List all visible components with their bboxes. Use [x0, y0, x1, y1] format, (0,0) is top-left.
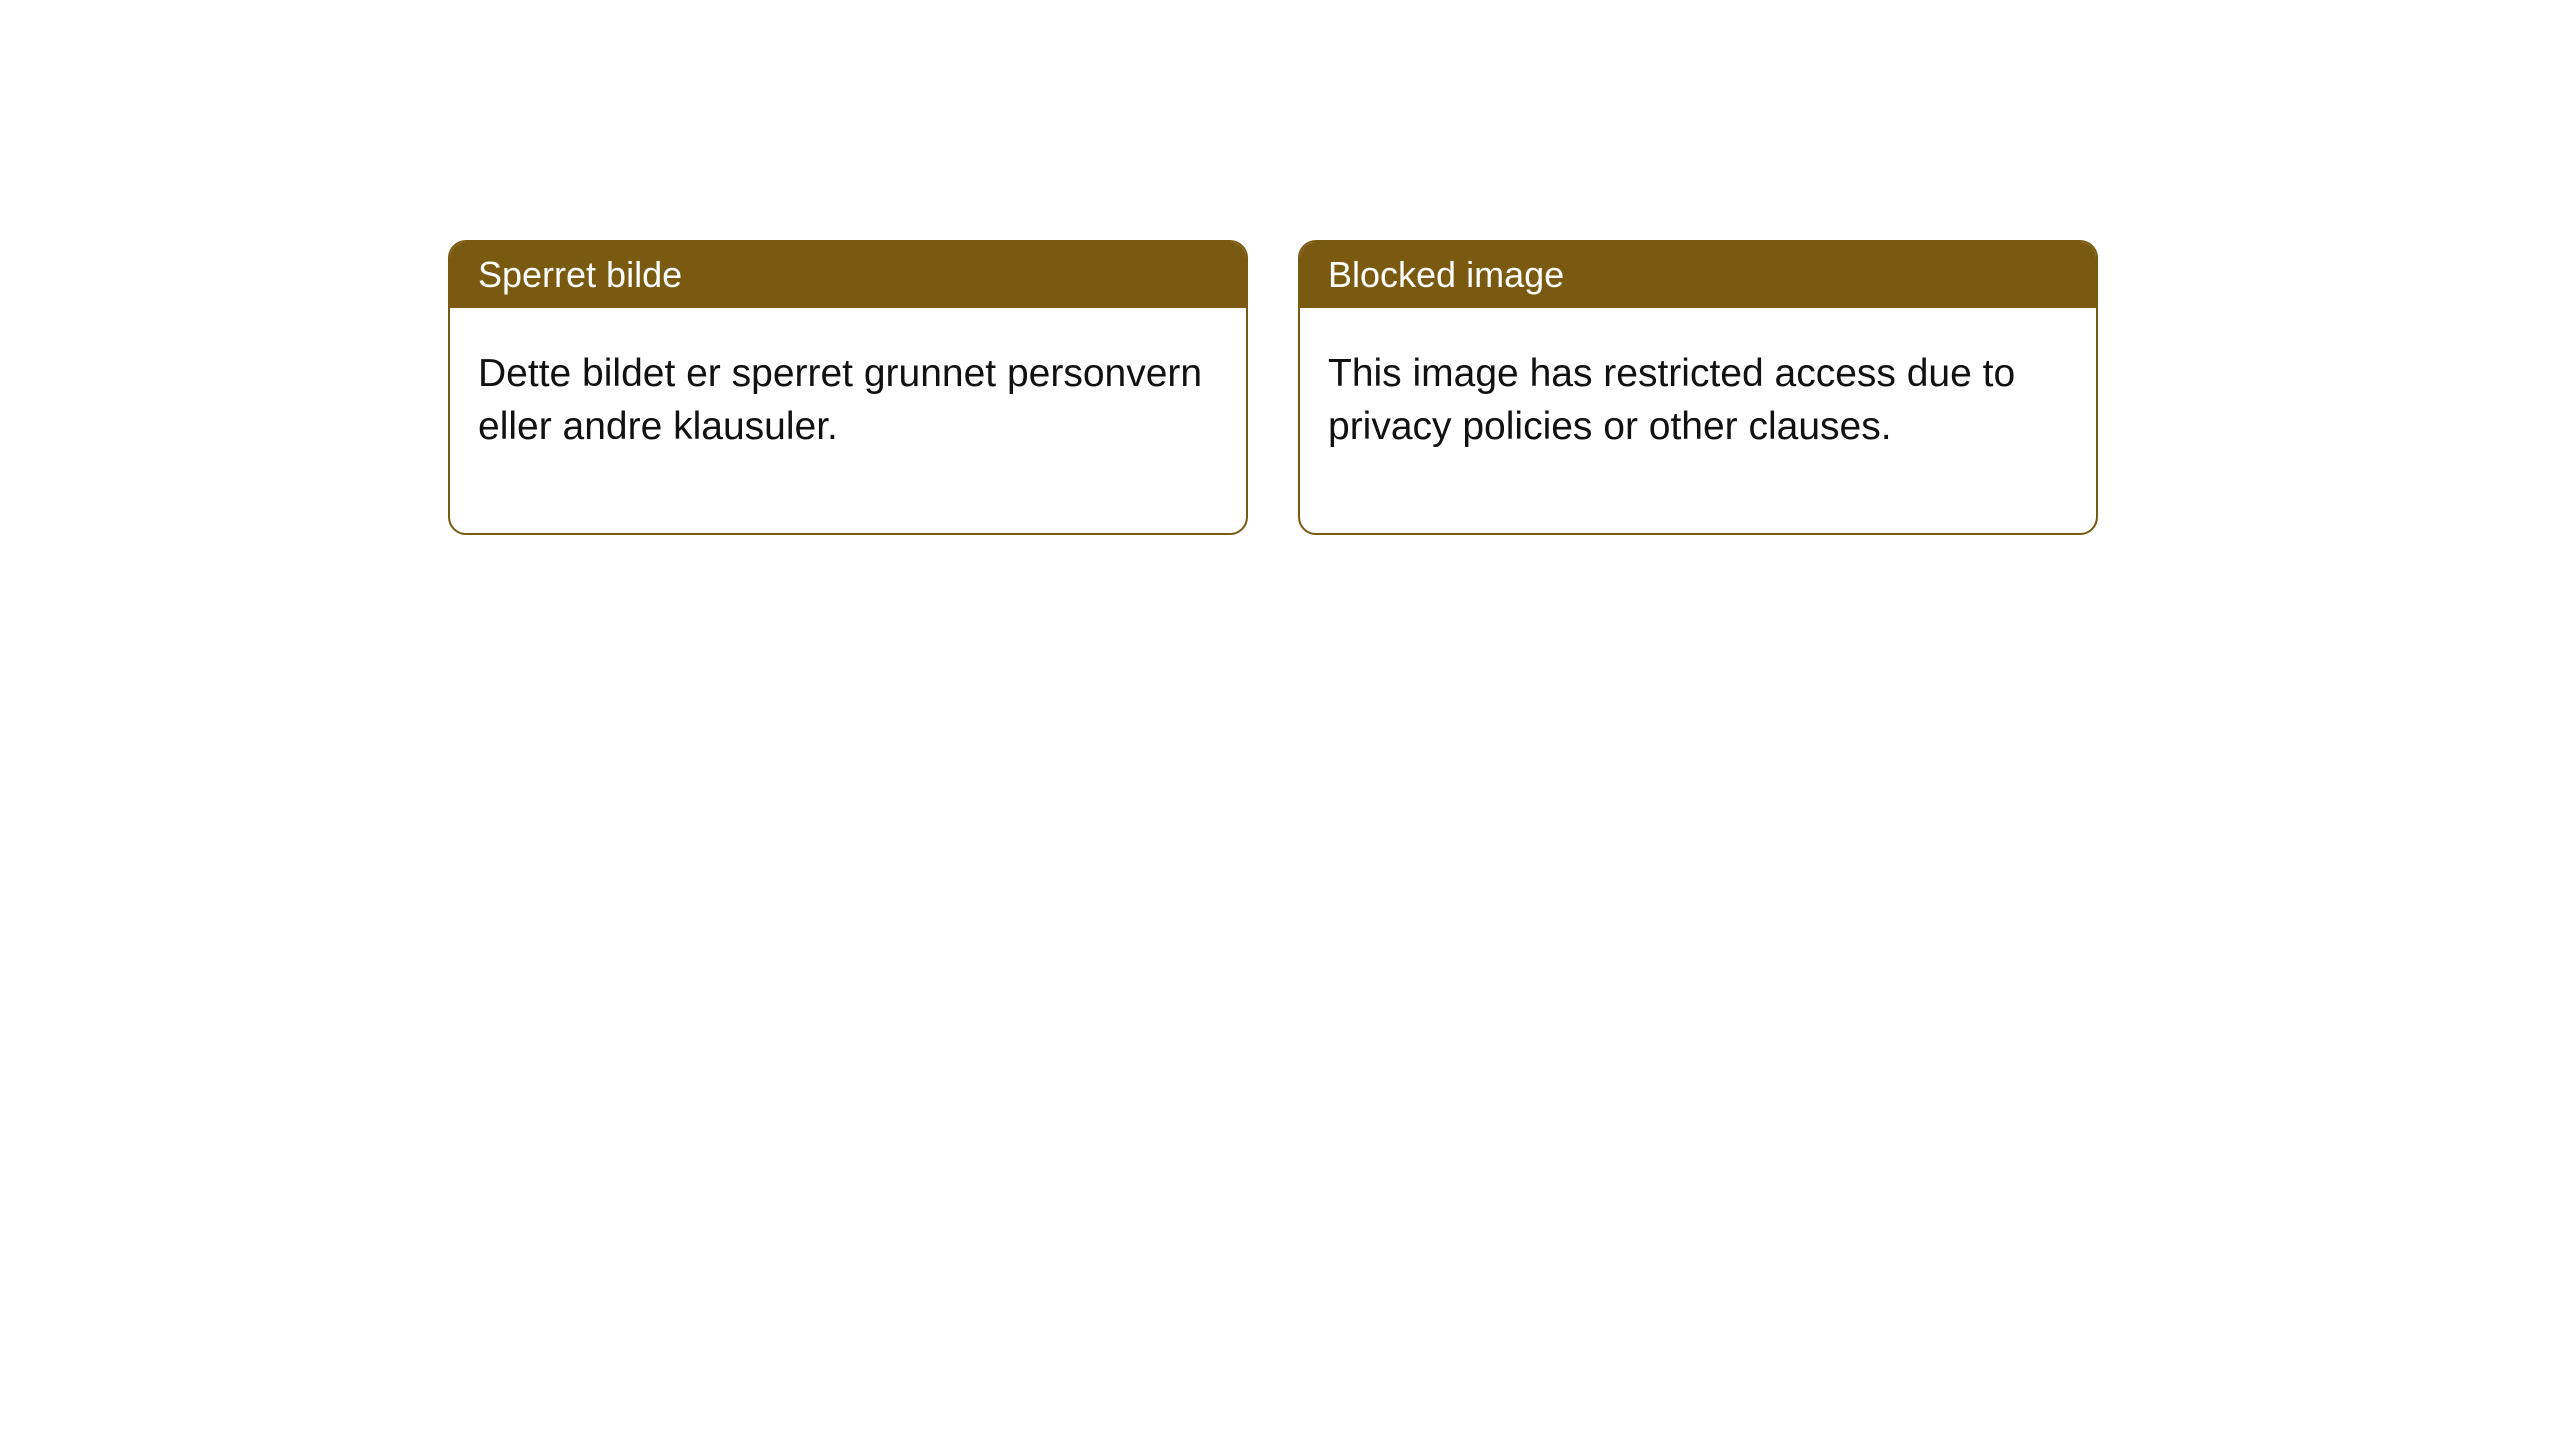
notice-card-title: Blocked image	[1300, 242, 2096, 308]
notice-card-en: Blocked image This image has restricted …	[1298, 240, 2098, 535]
notice-card-title: Sperret bilde	[450, 242, 1246, 308]
notice-card-body: This image has restricted access due to …	[1300, 308, 2096, 533]
notice-container: Sperret bilde Dette bildet er sperret gr…	[448, 240, 2098, 535]
notice-card-body: Dette bildet er sperret grunnet personve…	[450, 308, 1246, 533]
notice-card-no: Sperret bilde Dette bildet er sperret gr…	[448, 240, 1248, 535]
